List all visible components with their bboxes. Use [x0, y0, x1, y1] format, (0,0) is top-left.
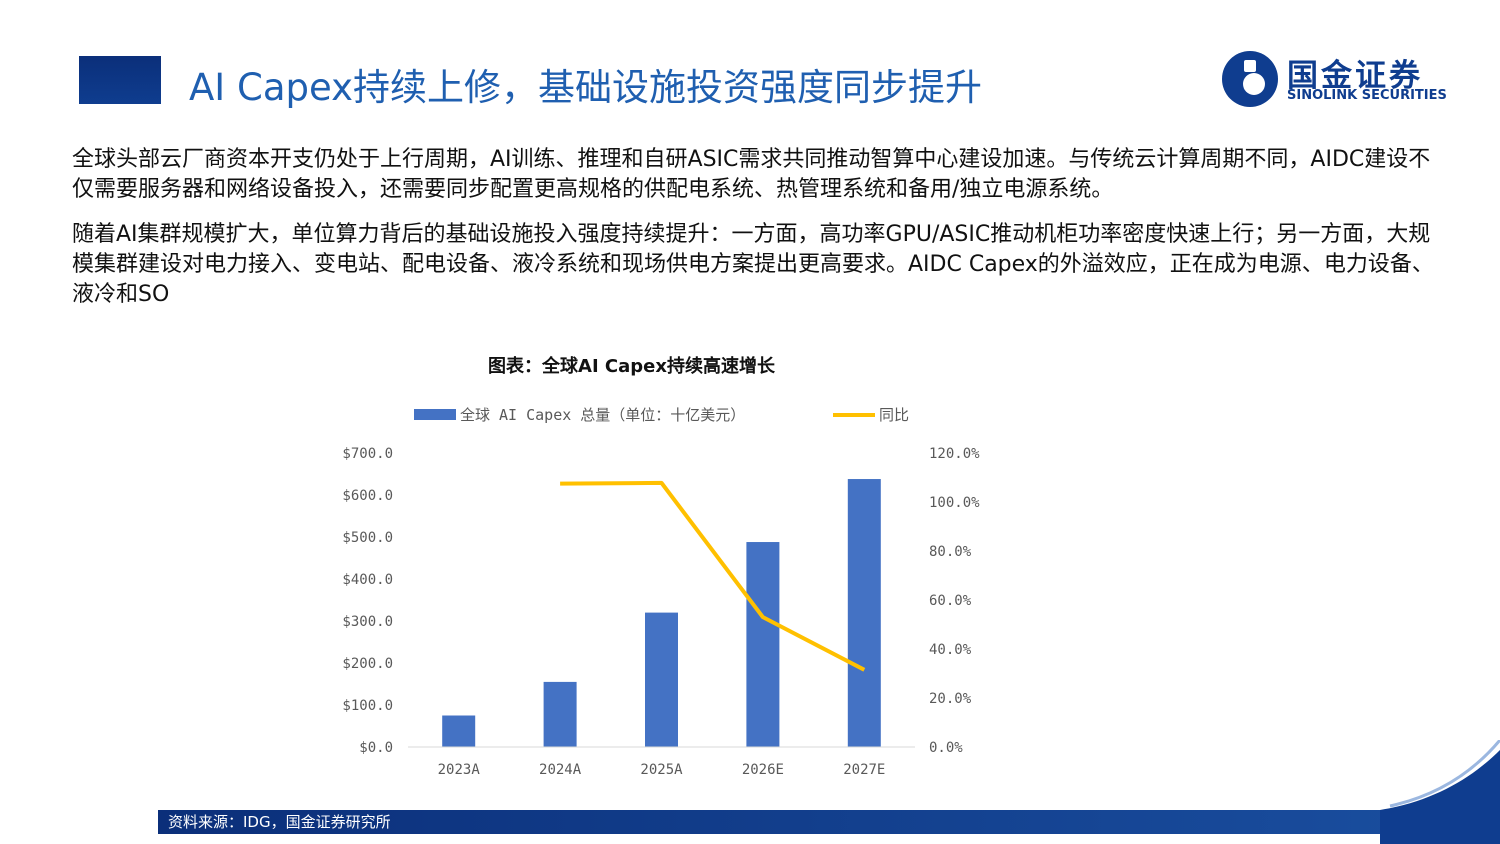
legend-swatch-bar [414, 409, 456, 420]
right-axis-tick-label: 40.0% [929, 642, 972, 658]
bar-series [442, 479, 881, 747]
right-axis-tick-label: 120.0% [929, 446, 980, 462]
left-axis-tick-label: $0.0 [359, 740, 393, 756]
bar [746, 542, 780, 747]
chart-legend: 全球 AI Capex 总量（单位：十亿美元） 同比 [414, 406, 909, 424]
left-axis-tick-label: $200.0 [342, 656, 393, 672]
source-note: 资料来源：IDG，国金证券研究所 [168, 813, 391, 831]
right-axis-tick-label: 0.0% [929, 740, 963, 756]
bar [847, 479, 881, 747]
left-axis-tick-label: $100.0 [342, 698, 393, 714]
company-logo [1222, 51, 1278, 107]
bar [645, 612, 678, 747]
source-bar [158, 810, 1500, 834]
logo-english-name: SINOLINK SECURITIES [1287, 88, 1447, 103]
line-series [560, 480, 866, 672]
left-axis-tick-label: $600.0 [342, 488, 393, 504]
legend-label-line: 同比 [879, 406, 909, 424]
right-axis-tick-label: 100.0% [929, 495, 980, 511]
page-title: AI Capex持续上修，基础设施投资强度同步提升 [189, 66, 982, 109]
bar [442, 715, 476, 747]
left-axis-tick-label: $300.0 [342, 614, 393, 630]
title-accent-block [79, 56, 161, 104]
right-axis-tick-label: 80.0% [929, 544, 972, 560]
body-paragraph-1: 全球头部云厂商资本开支仍处于上行周期，AI训练、推理和自研ASIC需求共同推动智… [72, 147, 1431, 202]
body-paragraph-2: 随着AI集群规模扩大，单位算力背后的基础设施投入强度持续提升：一方面，高功率GP… [72, 222, 1434, 307]
right-axis-tick-label: 60.0% [929, 593, 972, 609]
x-axis-tick-label: 2027E [843, 762, 885, 778]
x-axis-tick-label: 2026E [742, 762, 784, 778]
x-axis-tick-label: 2025A [640, 762, 683, 778]
left-axis: $0.0 $100.0 $200.0 $300.0 $400.0 $500.0 $600.0… [342, 446, 393, 756]
left-axis-tick-label: $500.0 [342, 530, 393, 546]
right-axis: 0.0% 20.0% 40.0% 60.0% 80.0% 100.0% 120.0% [929, 446, 980, 756]
bar [543, 681, 577, 747]
yoy-line [560, 480, 866, 672]
right-axis-tick-label: 20.0% [929, 691, 972, 707]
capex-chart: 全球 AI Capex 总量（单位：十亿美元） 同比 $0.0 $100.0 $200… [342, 406, 980, 778]
x-axis: 2023A 2024A 2025A 2026E 2027E [408, 746, 915, 778]
x-axis-tick-label: 2023A [438, 762, 481, 778]
corner-decoration [1380, 740, 1500, 844]
left-axis-tick-label: $400.0 [342, 572, 393, 588]
legend-label-bar: 全球 AI Capex 总量（单位：十亿美元） [460, 406, 745, 424]
x-axis-tick-label: 2024A [539, 762, 582, 778]
left-axis-tick-label: $700.0 [342, 446, 393, 462]
logo-name: 国金证券 [1287, 58, 1423, 94]
chart-title: 图表：全球AI Capex持续高速增长 [488, 356, 775, 377]
